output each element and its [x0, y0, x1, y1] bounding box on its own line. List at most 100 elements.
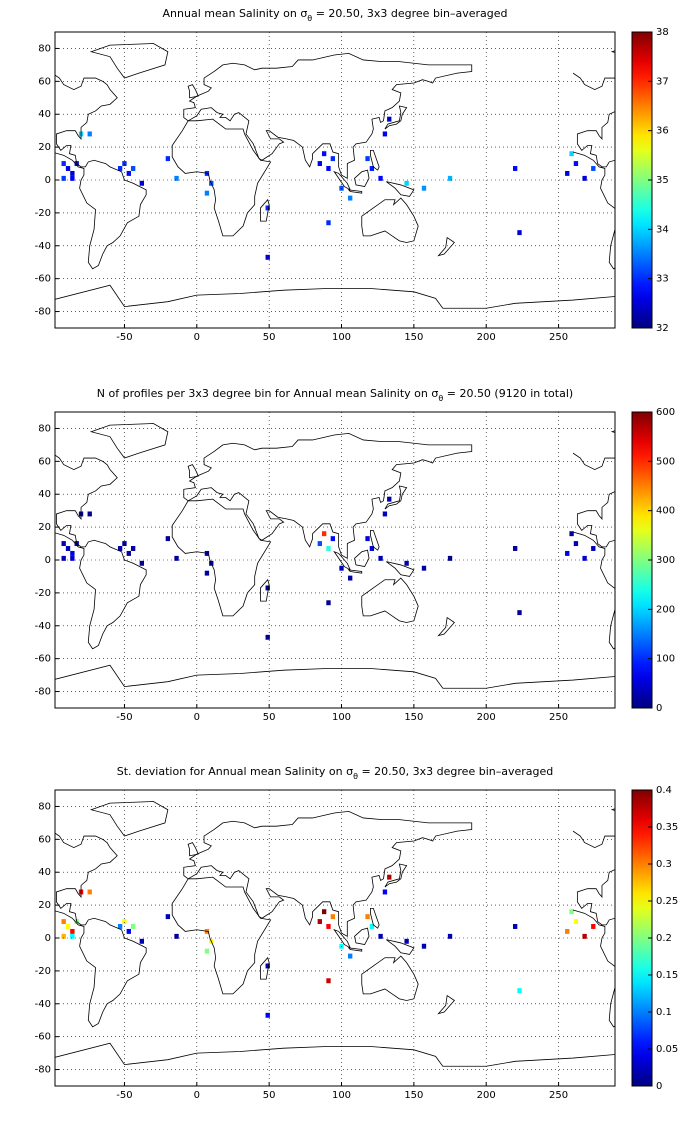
y-tick-label: 20	[38, 900, 51, 911]
bin-cell	[165, 156, 171, 162]
bin-cell	[87, 511, 92, 517]
x-tick-label: 250	[549, 332, 568, 343]
bin-cell	[404, 938, 409, 944]
colorbar-tick-label: 33	[656, 274, 669, 285]
bin-cell	[369, 166, 375, 171]
colorbar-tick-label: 37	[656, 76, 669, 87]
bin-cell	[569, 151, 574, 157]
x-tick-label: 0	[194, 332, 200, 343]
title-part: θ	[353, 772, 358, 781]
bin-cell	[326, 166, 331, 171]
bin-cell	[265, 254, 270, 260]
bin-cell	[317, 919, 322, 925]
x-tick-label: -50	[116, 712, 132, 723]
colorbar-tick-label: 600	[656, 407, 675, 418]
bin-cell	[174, 555, 179, 561]
bin-cell	[348, 195, 353, 201]
americas-coast	[55, 422, 169, 650]
x-tick-label: 200	[477, 1090, 496, 1101]
y-tick-label: -60	[35, 274, 51, 285]
bin-cell	[117, 166, 123, 171]
bin-cell	[122, 541, 127, 547]
bin-cell	[447, 175, 453, 181]
bin-cell	[591, 546, 596, 551]
y-tick-label: -80	[35, 307, 51, 318]
bin-cell	[387, 874, 392, 880]
title-part: = 20.50, 3x3 degree bin–averaged	[358, 765, 553, 778]
bin-cell	[317, 161, 322, 167]
bin-cell	[65, 924, 71, 929]
bin-cell	[517, 610, 522, 616]
bin-cell	[117, 924, 123, 929]
colorbar-tick-label: 0.3	[656, 859, 672, 870]
bin-cell	[70, 550, 75, 556]
bin-cell	[204, 570, 210, 576]
bin-cell	[122, 161, 127, 167]
bin-cell	[326, 600, 331, 606]
bin-cell	[61, 175, 66, 181]
colorbar-tick-label: 500	[656, 456, 675, 467]
bin-cell	[139, 938, 144, 944]
bin-cell	[348, 953, 353, 959]
bin-cell	[126, 550, 131, 556]
bin-cell	[348, 575, 353, 581]
bin-cell	[265, 634, 270, 640]
bin-cell	[421, 943, 427, 949]
bin-cell	[126, 928, 131, 934]
bin-cell	[421, 565, 427, 571]
colorbar-tick-label: 400	[656, 506, 675, 517]
colorbar-tick-label: 300	[656, 555, 675, 566]
x-tick-label: -50	[116, 332, 132, 343]
bin-cell	[117, 546, 123, 551]
y-tick-label: -20	[35, 588, 51, 599]
title-part: θ	[438, 394, 443, 403]
bin-cell	[165, 914, 171, 920]
bin-cell	[126, 170, 131, 176]
x-tick-label: 100	[332, 712, 351, 723]
bin-cell	[61, 161, 66, 167]
bin-cell	[573, 161, 579, 167]
bin-cell	[447, 555, 453, 561]
chart-title: N of profiles per 3x3 degree bin for Ann…	[97, 387, 573, 403]
bin-cell	[70, 555, 75, 561]
title-part: = 20.50, 3x3 degree bin–averaged	[312, 7, 507, 20]
bin-cell	[265, 1012, 270, 1018]
bin-cell	[382, 511, 388, 517]
axes-frame	[54, 31, 616, 329]
colorbar-tick-label: 0	[656, 703, 662, 714]
x-tick-label: 150	[404, 1090, 423, 1101]
x-tick-label: 200	[477, 332, 496, 343]
bin-cell	[404, 560, 409, 566]
bin-cell	[317, 541, 322, 547]
colorbar-tick-label: 34	[656, 224, 669, 235]
bin-cell	[130, 924, 136, 929]
x-tick-label: 50	[263, 1090, 276, 1101]
bin-cell	[565, 170, 570, 176]
panel: Annual mean Salinity on σθ = 20.50, 3x3 …	[35, 7, 669, 343]
y-tick-label: 20	[38, 522, 51, 533]
bin-cell	[87, 131, 92, 137]
bin-cell	[369, 924, 375, 929]
bin-cell	[582, 175, 587, 181]
panel: St. deviation for Annual mean Salinity o…	[35, 765, 679, 1101]
x-tick-label: 150	[404, 712, 423, 723]
bin-cell	[326, 546, 331, 551]
bin-cell	[517, 988, 522, 994]
bin-cell	[70, 175, 75, 181]
y-tick-label: 40	[38, 867, 51, 878]
bin-cell	[61, 933, 66, 939]
y-tick-label: 0	[45, 933, 51, 944]
y-tick-label: 0	[45, 555, 51, 566]
bin-cell	[321, 151, 327, 157]
x-tick-label: 100	[332, 1090, 351, 1101]
colorbar-tick-label: 32	[656, 323, 669, 334]
coastlines	[55, 42, 615, 309]
bin-cell	[378, 175, 383, 181]
colorbar-tick-label: 0.4	[656, 785, 672, 796]
cells	[61, 874, 596, 1018]
y-tick-label: 60	[38, 456, 51, 467]
bin-cell	[404, 180, 409, 186]
bin-cell	[265, 585, 270, 591]
bin-cell	[365, 536, 370, 542]
